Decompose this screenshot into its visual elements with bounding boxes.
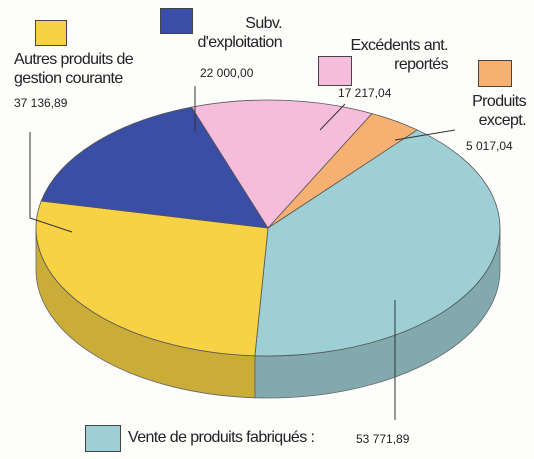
leader-line [394,129,456,141]
leader-line [319,103,346,131]
leader-lines [29,86,456,420]
legend-swatch [478,60,512,87]
legend-swatch [160,8,193,34]
label: Excédents ant. reportés [350,37,449,73]
value-label: 5 017,04 [466,139,513,153]
value-label: 53 771,89 [356,432,410,446]
label: Produits except. [472,93,527,129]
label: Autres produits de gestion courante [14,51,134,87]
pie-slice [254,129,501,357]
pie-slice [267,113,418,229]
leader-line [29,132,73,233]
label: Vente de produits fabriqués : [128,429,315,446]
pie [35,99,501,399]
legend-swatch [85,425,121,452]
pie-slice [35,200,269,357]
value-label: 17 217,04 [338,86,392,100]
legend-swatch [318,56,352,86]
pie-slice [40,106,269,229]
legend-swatch [35,20,67,46]
value-label: 22 000,00 [200,66,254,80]
value-label: 37 136,89 [14,96,68,110]
pie-slice [190,99,373,229]
label: Subv. d'exploitation [197,15,283,51]
